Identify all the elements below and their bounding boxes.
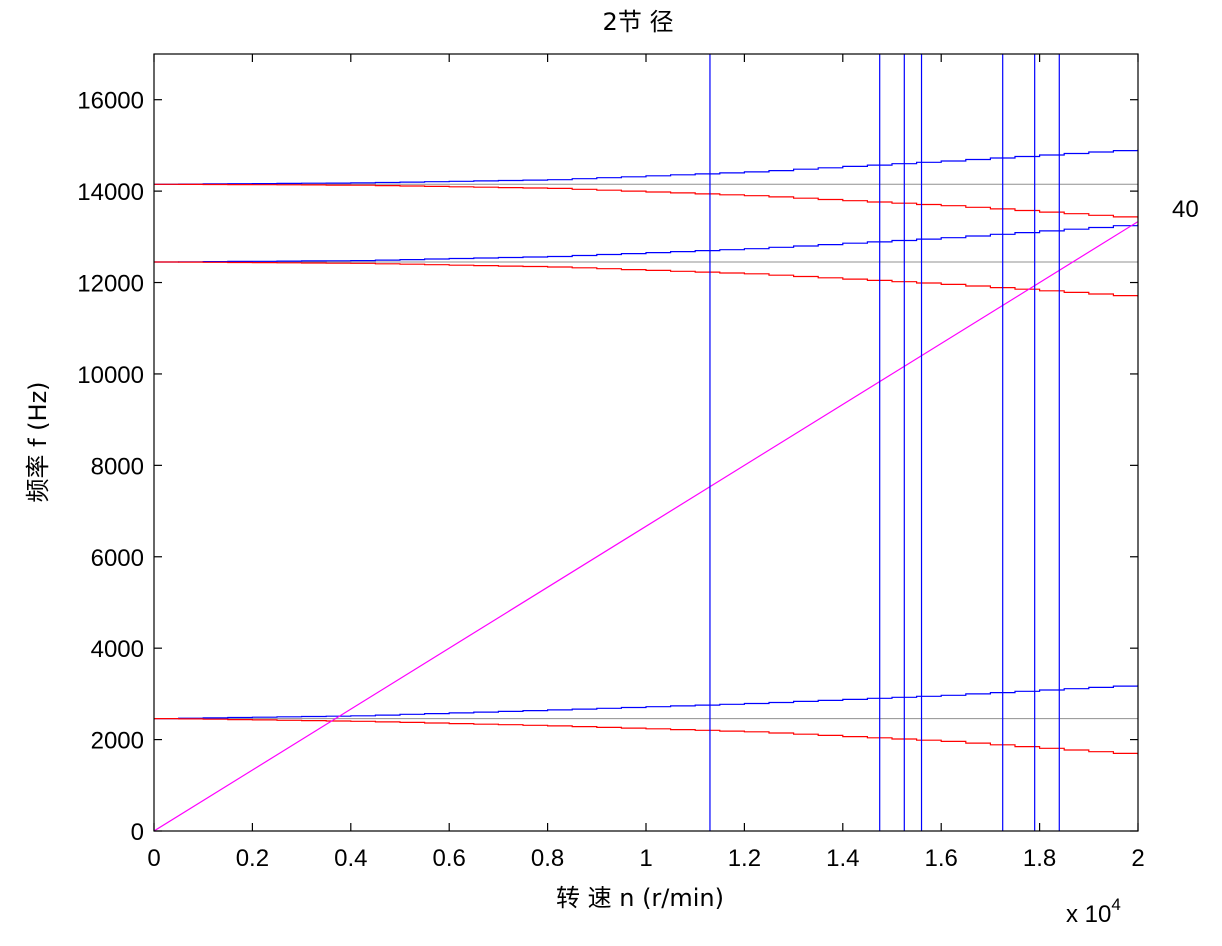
- x-axis-multiplier: x 104: [1066, 895, 1121, 928]
- forward-line-3: [154, 684, 1138, 720]
- chart-title: 2节 径: [603, 8, 674, 36]
- forward-line-7: [154, 149, 1138, 185]
- y-axis-label: 频率 f (Hz): [24, 381, 52, 502]
- y-tick-label: 16000: [77, 88, 144, 115]
- x-tick-label: 0: [147, 845, 160, 872]
- axis-ticks: 0 0.2 0.4 0.6 0.8 1 1.2 1.4 1.6 1.8 2 0 2000 4000 6000…: [77, 54, 1145, 872]
- x-tick-label: 0.6: [433, 845, 466, 872]
- y-tick-label: 6000: [91, 545, 144, 572]
- line-annotation: 40: [1172, 196, 1199, 223]
- y-tick-label: 2000: [91, 728, 144, 755]
- forward-line-5: [154, 224, 1138, 263]
- x-tick-label: 1.8: [1023, 845, 1056, 872]
- y-tick-label: 10000: [77, 362, 144, 389]
- y-tick-label: 0: [131, 819, 144, 846]
- excitation-line-9: [154, 221, 1138, 831]
- y-tick-label: 8000: [91, 453, 144, 480]
- x-tick-label: 2: [1131, 845, 1144, 872]
- x-axis-label: 转 速 n (r/min): [556, 884, 724, 912]
- backward-line-4: [154, 717, 1138, 756]
- x-tick-label: 0.8: [531, 845, 564, 872]
- x-tick-label: 0.4: [334, 845, 367, 872]
- x-tick-label: 1.6: [925, 845, 958, 872]
- critical-speed-lines: [709, 54, 1060, 831]
- backward-line-6: [154, 261, 1138, 298]
- backward-line-8: [154, 183, 1138, 219]
- x-tick-label: 1.2: [728, 845, 761, 872]
- series-layer: [154, 149, 1138, 831]
- x-tick-label: 1: [639, 845, 652, 872]
- x-tick-label: 0.2: [236, 845, 269, 872]
- y-tick-label: 4000: [91, 636, 144, 663]
- x-tick-label: 1.4: [826, 845, 859, 872]
- y-tick-label: 14000: [77, 179, 144, 206]
- y-tick-label: 12000: [77, 271, 144, 298]
